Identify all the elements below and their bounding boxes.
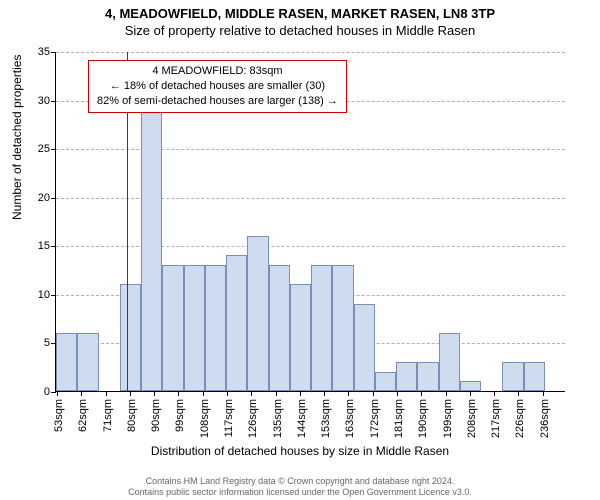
histogram-bar bbox=[439, 333, 460, 391]
ytick-label: 5 bbox=[44, 337, 50, 349]
histogram-bar bbox=[120, 284, 141, 391]
xtick-mark bbox=[106, 391, 107, 396]
histogram-bar bbox=[184, 265, 205, 391]
histogram-bar bbox=[354, 304, 375, 391]
histogram-bar bbox=[502, 362, 523, 391]
xtick-label: 126sqm bbox=[247, 399, 259, 438]
xtick-label: 153sqm bbox=[320, 399, 332, 438]
gridline bbox=[56, 149, 565, 150]
annotation-line3: 82% of semi-detached houses are larger (… bbox=[97, 94, 338, 109]
xtick-mark bbox=[446, 391, 447, 396]
chart-title: 4, MEADOWFIELD, MIDDLE RASEN, MARKET RAS… bbox=[0, 0, 600, 38]
ytick-label: 25 bbox=[38, 143, 50, 155]
histogram-bar bbox=[226, 255, 247, 391]
xtick-label: 53sqm bbox=[53, 399, 65, 432]
histogram-bar bbox=[396, 362, 417, 391]
title-line2: Size of property relative to detached ho… bbox=[0, 23, 600, 38]
ytick-mark bbox=[51, 198, 56, 199]
xtick-label: 71sqm bbox=[102, 399, 114, 432]
footer-line1: Contains HM Land Registry data © Crown c… bbox=[0, 476, 600, 487]
annotation-line2: ← 18% of detached houses are smaller (30… bbox=[97, 79, 338, 94]
xtick-label: 236sqm bbox=[539, 399, 551, 438]
ytick-mark bbox=[51, 149, 56, 150]
xtick-mark bbox=[397, 391, 398, 396]
xtick-mark bbox=[178, 391, 179, 396]
xtick-mark bbox=[543, 391, 544, 396]
ytick-label: 20 bbox=[38, 192, 50, 204]
histogram-bar bbox=[524, 362, 545, 391]
xtick-label: 199sqm bbox=[442, 399, 454, 438]
gridline bbox=[56, 246, 565, 247]
xtick-mark bbox=[494, 391, 495, 396]
histogram-bar bbox=[460, 381, 481, 391]
histogram-bar bbox=[332, 265, 353, 391]
xtick-label: 117sqm bbox=[223, 399, 235, 437]
gridline bbox=[56, 198, 565, 199]
xtick-label: 135sqm bbox=[272, 399, 284, 438]
ytick-mark bbox=[51, 101, 56, 102]
footer-line2: Contains public sector information licen… bbox=[0, 487, 600, 498]
ytick-label: 10 bbox=[38, 289, 50, 301]
plot-region: 0510152025303553sqm62sqm71sqm80sqm90sqm9… bbox=[55, 52, 565, 392]
xtick-mark bbox=[276, 391, 277, 396]
histogram-bar bbox=[141, 109, 162, 391]
xtick-label: 80sqm bbox=[126, 399, 138, 432]
histogram-bar bbox=[269, 265, 290, 391]
xtick-mark bbox=[470, 391, 471, 396]
footer-attribution: Contains HM Land Registry data © Crown c… bbox=[0, 476, 600, 499]
y-axis-label: Number of detached properties bbox=[10, 55, 24, 220]
histogram-bar bbox=[417, 362, 438, 391]
ytick-label: 30 bbox=[38, 95, 50, 107]
xtick-label: 144sqm bbox=[296, 399, 308, 438]
xtick-mark bbox=[154, 391, 155, 396]
xtick-mark bbox=[421, 391, 422, 396]
xtick-label: 181sqm bbox=[393, 399, 405, 438]
xtick-label: 217sqm bbox=[490, 399, 502, 438]
xtick-label: 90sqm bbox=[150, 399, 162, 432]
xtick-mark bbox=[57, 391, 58, 396]
ytick-label: 0 bbox=[44, 386, 50, 398]
xtick-mark bbox=[300, 391, 301, 396]
xtick-mark bbox=[251, 391, 252, 396]
xtick-label: 172sqm bbox=[369, 399, 381, 438]
xtick-mark bbox=[518, 391, 519, 396]
xtick-label: 99sqm bbox=[174, 399, 186, 432]
xtick-mark bbox=[348, 391, 349, 396]
ytick-label: 15 bbox=[38, 240, 50, 252]
xtick-label: 108sqm bbox=[199, 399, 211, 438]
histogram-bar bbox=[162, 265, 183, 391]
histogram-bar bbox=[290, 284, 311, 391]
annotation-box: 4 MEADOWFIELD: 83sqm← 18% of detached ho… bbox=[88, 60, 347, 113]
histogram-bar bbox=[375, 372, 396, 391]
histogram-bar bbox=[205, 265, 226, 391]
xtick-label: 163sqm bbox=[344, 399, 356, 438]
x-axis-label: Distribution of detached houses by size … bbox=[0, 444, 600, 458]
histogram-bar bbox=[247, 236, 268, 391]
xtick-label: 190sqm bbox=[417, 399, 429, 438]
ytick-mark bbox=[51, 295, 56, 296]
histogram-bar bbox=[311, 265, 332, 391]
title-line1: 4, MEADOWFIELD, MIDDLE RASEN, MARKET RAS… bbox=[0, 6, 600, 21]
histogram-bar bbox=[77, 333, 98, 391]
gridline bbox=[56, 52, 565, 53]
xtick-label: 226sqm bbox=[514, 399, 526, 438]
ytick-mark bbox=[51, 52, 56, 53]
xtick-mark bbox=[373, 391, 374, 396]
xtick-mark bbox=[227, 391, 228, 396]
chart-area: 0510152025303553sqm62sqm71sqm80sqm90sqm9… bbox=[55, 52, 565, 392]
xtick-label: 208sqm bbox=[466, 399, 478, 438]
histogram-bar bbox=[56, 333, 77, 391]
xtick-mark bbox=[324, 391, 325, 396]
xtick-label: 62sqm bbox=[77, 399, 89, 432]
annotation-line1: 4 MEADOWFIELD: 83sqm bbox=[97, 64, 338, 79]
xtick-mark bbox=[130, 391, 131, 396]
ytick-mark bbox=[51, 246, 56, 247]
xtick-mark bbox=[81, 391, 82, 396]
ytick-mark bbox=[51, 392, 56, 393]
xtick-mark bbox=[203, 391, 204, 396]
ytick-label: 35 bbox=[38, 46, 50, 58]
